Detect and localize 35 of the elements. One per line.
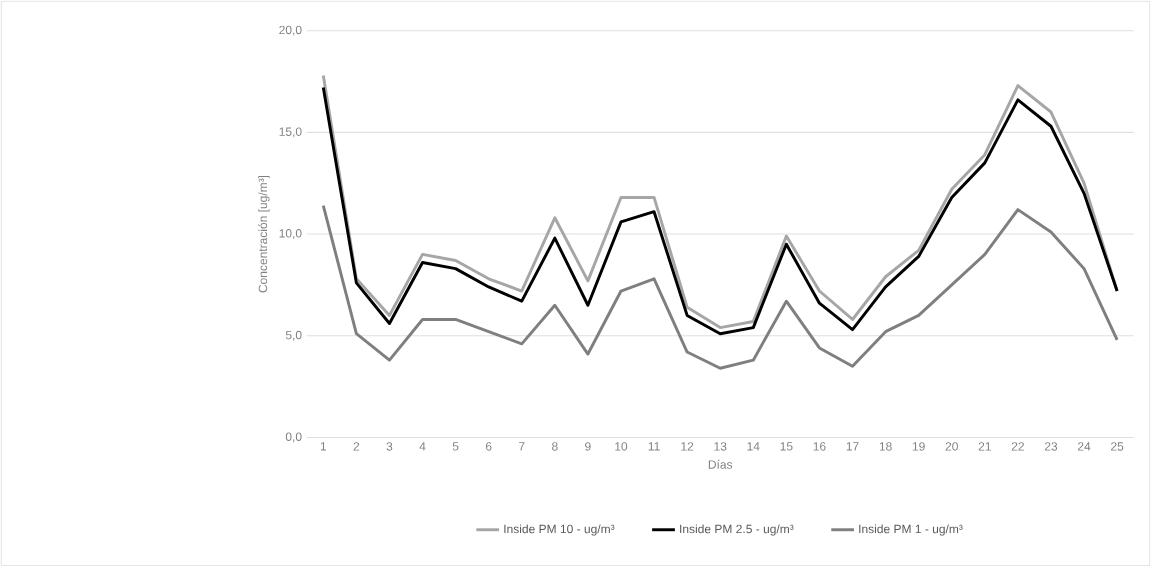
x-tick-label: 11	[648, 442, 660, 451]
y-tick-label: 10,0	[279, 229, 302, 240]
x-tick-label: 12	[681, 442, 694, 451]
x-tick-label: 17	[846, 442, 859, 451]
x-tick-label: 7	[519, 442, 525, 451]
x-tick-label: 10	[615, 442, 628, 451]
legend-label: Inside PM 10 - ug/m³	[504, 524, 615, 536]
x-tick-label: 23	[1044, 442, 1058, 451]
x-tick-label: 25	[1111, 442, 1124, 451]
x-tick-label: 14	[747, 442, 760, 451]
x-tick-label: 9	[585, 442, 591, 451]
legend-label: Inside PM 2.5 - ug/m³	[680, 524, 794, 536]
x-tick-label: 22	[1011, 442, 1024, 451]
x-tick-label: 3	[386, 442, 393, 451]
y-tick-label: 5,0	[285, 330, 302, 341]
x-tick-label: 2	[353, 442, 360, 451]
x-tick-label: 19	[912, 442, 925, 451]
x-tick-label: 8	[552, 442, 558, 451]
x-tick-label: 18	[879, 442, 892, 451]
x-tick-label: 4	[419, 442, 426, 451]
y-tick-label: 20,0	[279, 25, 302, 36]
x-tick-label: 24	[1077, 442, 1091, 451]
x-tick-label: 20	[945, 442, 958, 451]
x-tick-label: 21	[978, 442, 991, 451]
x-tick-label: 15	[780, 442, 793, 451]
y-tick-label: 15,0	[279, 127, 302, 138]
legend-label: Inside PM 1 - ug/m³	[859, 524, 963, 536]
x-tick-label: 16	[813, 442, 826, 451]
y-axis-title: Concentración [ug/m³]	[258, 175, 270, 293]
x-tick-label: 13	[714, 442, 727, 451]
x-tick-label: 5	[452, 442, 459, 451]
x-tick-label: 1	[320, 442, 327, 451]
x-tick-label: 6	[485, 442, 492, 451]
x-axis-title: Días	[708, 459, 733, 469]
y-tick-label: 0,0	[285, 432, 302, 443]
